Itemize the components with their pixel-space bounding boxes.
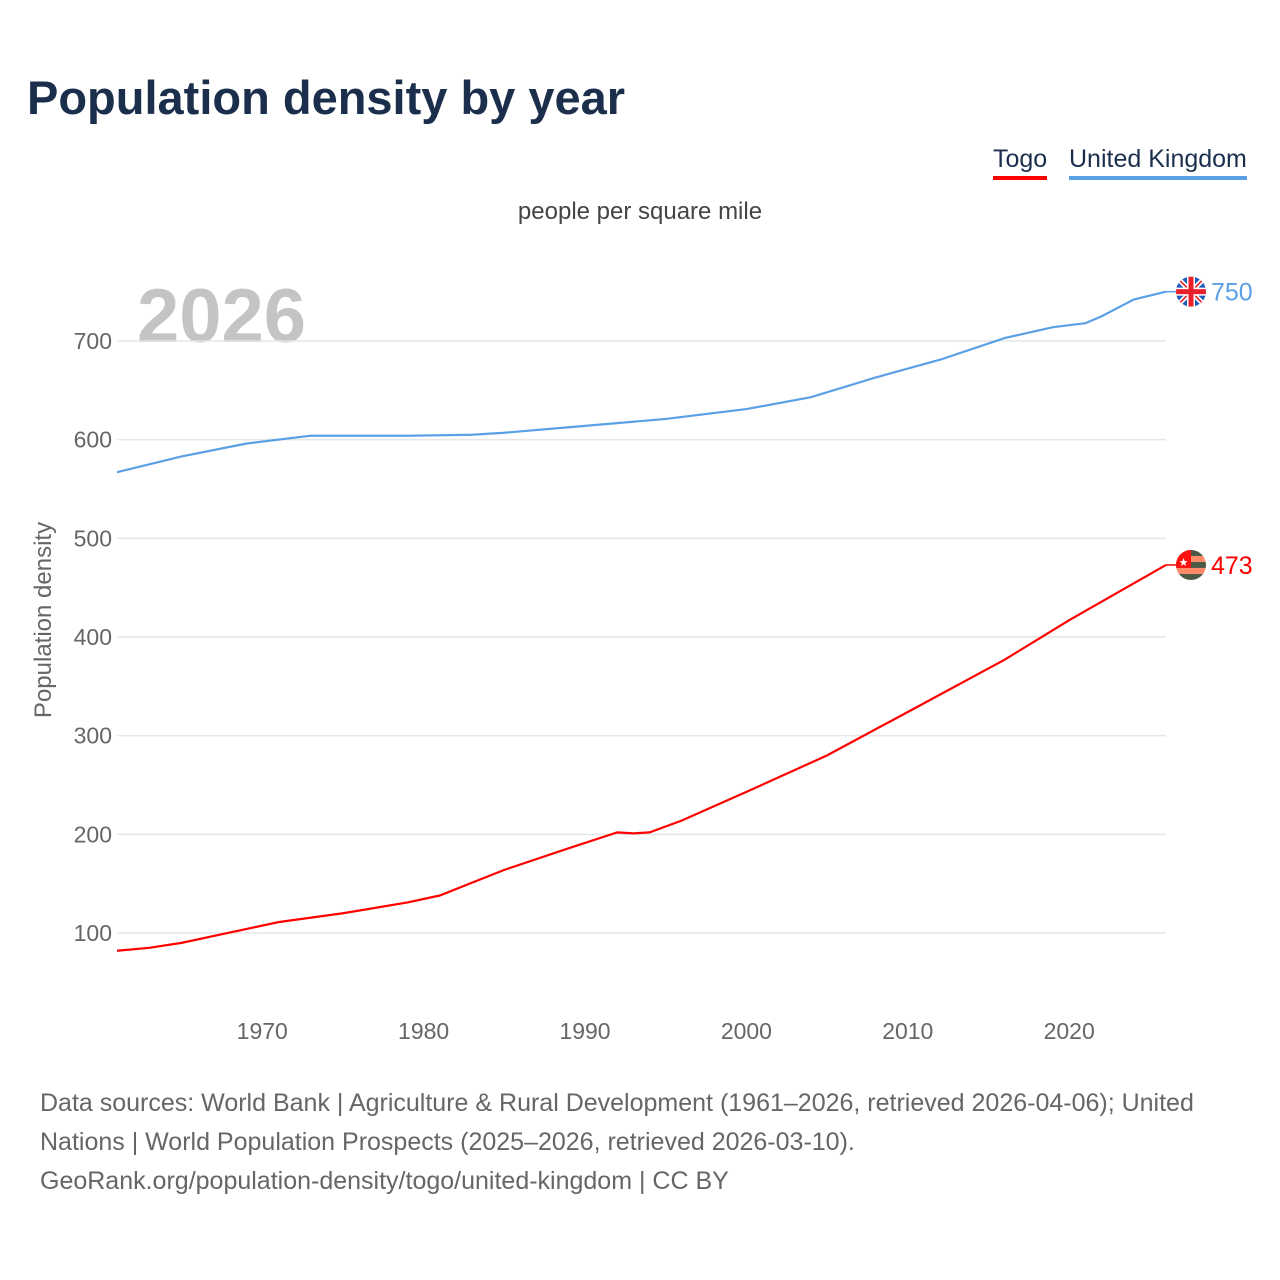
y-tick-label: 500: [74, 525, 112, 551]
y-tick-label: 200: [74, 821, 112, 847]
y-tick-label: 600: [74, 427, 112, 453]
legend-item-united-kingdom[interactable]: United Kingdom: [1069, 145, 1247, 180]
line-chart: 2026 100 200 300 400 500 600 700 1970 1980 1990 20…: [30, 274, 1253, 1044]
y-tick-label: 700: [74, 328, 112, 354]
x-tick-label: 2000: [721, 1018, 772, 1044]
data-sources: Data sources: World Bank | Agriculture &…: [40, 1089, 1194, 1156]
y-tick-label: 400: [74, 624, 112, 650]
source-link[interactable]: GeoRank.org/population-density/togo/unit…: [40, 1167, 729, 1195]
end-value-label: 750: [1211, 279, 1253, 307]
series-line-united-kingdom: [116, 290, 1167, 474]
x-tick-label: 1980: [398, 1018, 449, 1044]
legend-item-togo[interactable]: Togo: [993, 145, 1048, 180]
togo-flag-icon: ★: [1176, 549, 1206, 580]
end-value-label: 473: [1211, 552, 1253, 580]
uk-flag-icon: [1176, 276, 1206, 307]
x-tick-label: 1970: [237, 1018, 288, 1044]
chart-subtitle: people per square mile: [517, 198, 763, 225]
x-tick-label: 1990: [559, 1018, 610, 1044]
svg-text:★: ★: [1179, 557, 1189, 569]
y-axis-label: Population density: [30, 522, 57, 718]
x-tick-label: 2010: [882, 1018, 933, 1044]
year-watermark: 2026: [137, 274, 306, 359]
series-line-togo: [116, 564, 1167, 952]
y-tick-label: 300: [74, 723, 112, 749]
chart-title: Population density by year: [27, 71, 626, 124]
footer: Data sources: World Bank | Agriculture &…: [40, 1084, 1250, 1201]
y-tick-label: 100: [74, 920, 112, 946]
x-tick-label: 2020: [1044, 1018, 1095, 1044]
